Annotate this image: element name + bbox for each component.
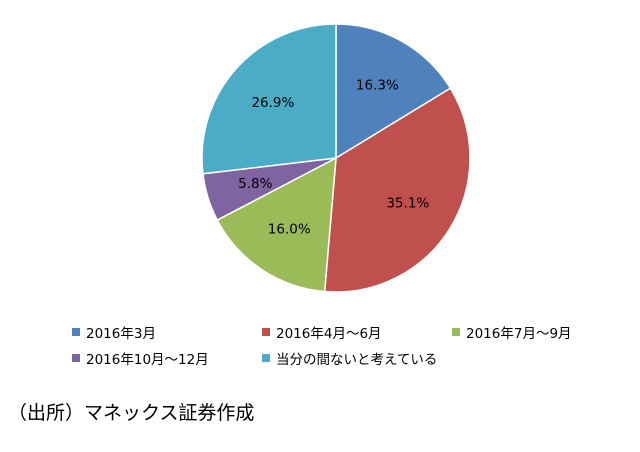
legend-swatch <box>72 328 80 336</box>
source-note: （出所）マネックス証券作成 <box>8 402 255 424</box>
legend-swatch <box>452 328 460 336</box>
data-label: 16.0% <box>268 221 311 237</box>
data-label: 16.3% <box>356 77 399 93</box>
legend-item: 当分の間ないと考えている <box>262 348 452 368</box>
legend-swatch <box>72 354 80 362</box>
legend-label: 2016年3月 <box>86 326 156 342</box>
data-label: 5.8% <box>238 176 272 192</box>
legend-label: 2016年10月～12月 <box>86 352 209 368</box>
legend-label: 2016年7月～9月 <box>466 326 572 342</box>
legend-item: 2016年10月～12月 <box>72 348 262 368</box>
legend-swatch <box>262 328 270 336</box>
data-label: 35.1% <box>386 195 429 211</box>
data-label: 26.9% <box>251 95 294 111</box>
pie-slice <box>201 23 337 175</box>
legend: 2016年3月 2016年4月～6月 2016年7月～9月 2016年10月～1… <box>72 322 632 368</box>
pie-chart: 16.3% 35.1% 16.0% 5.8% 26.9% <box>201 23 471 293</box>
pie-slice <box>216 156 337 293</box>
legend-label: 当分の間ないと考えている <box>276 352 438 368</box>
legend-swatch <box>262 354 270 362</box>
legend-item: 2016年3月 <box>72 322 262 342</box>
pie-slice <box>323 87 471 293</box>
legend-item: 2016年7月～9月 <box>452 322 632 342</box>
pie-slice <box>335 23 452 160</box>
legend-label: 2016年4月～6月 <box>276 326 382 342</box>
legend-item: 2016年4月～6月 <box>262 322 452 342</box>
